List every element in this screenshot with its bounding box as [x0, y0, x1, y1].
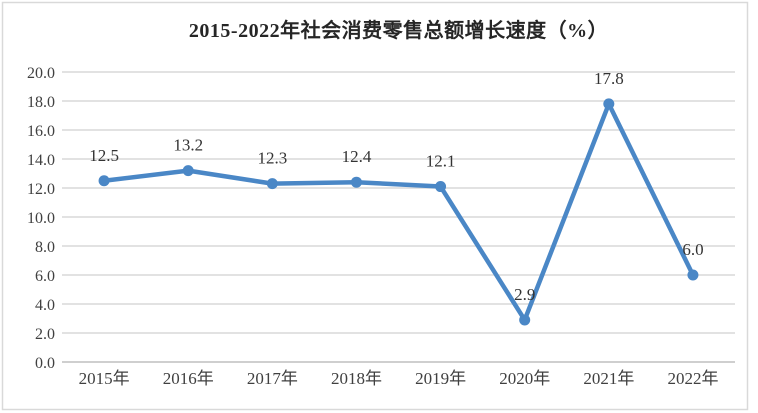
data-point — [603, 98, 615, 110]
y-tick-label: 0.0 — [35, 355, 55, 372]
data-point — [687, 269, 699, 281]
data-point-label: 12.3 — [257, 149, 287, 168]
y-tick-label: 6.0 — [35, 268, 55, 285]
y-tick-label: 18.0 — [27, 94, 55, 111]
chart-border — [1, 1, 749, 411]
data-point — [519, 314, 531, 326]
chart-title: 2015-2022年社会消费零售总额增长速度（%） — [188, 20, 609, 42]
y-tick-label: 8.0 — [35, 239, 55, 256]
y-tick-label: 4.0 — [35, 297, 55, 314]
data-point-label: 12.1 — [426, 152, 456, 171]
x-tick-label: 2019年 — [415, 369, 466, 388]
data-point-label: 13.2 — [173, 136, 203, 155]
x-tick-label: 2018年 — [331, 369, 382, 388]
data-point — [350, 176, 362, 188]
y-tick-label: 10.0 — [27, 210, 55, 227]
y-tick-label: 12.0 — [27, 181, 55, 198]
data-line — [101, 101, 696, 323]
data-point-label: 6.0 — [682, 240, 703, 259]
x-tick-label: 2017年 — [247, 369, 298, 388]
y-tick-label: 20.0 — [27, 65, 55, 82]
data-point — [182, 165, 194, 177]
data-point-label: 2.9 — [514, 285, 535, 304]
data-point — [435, 181, 447, 193]
x-tick-label: 2022年 — [667, 369, 718, 388]
data-point-label: 12.4 — [342, 147, 372, 166]
x-tick-label: 2020年 — [499, 369, 550, 388]
data-point-label: 17.8 — [594, 69, 624, 88]
x-tick-label: 2016年 — [163, 369, 214, 388]
y-tick-label: 14.0 — [27, 152, 55, 169]
data-point — [266, 178, 278, 190]
y-tick-label: 16.0 — [27, 123, 55, 140]
data-point-label: 12.5 — [89, 146, 119, 165]
data-point — [98, 175, 110, 187]
x-tick-label: 2015年 — [79, 369, 130, 388]
x-tick-label: 2021年 — [583, 369, 634, 388]
y-tick-label: 2.0 — [35, 326, 55, 343]
